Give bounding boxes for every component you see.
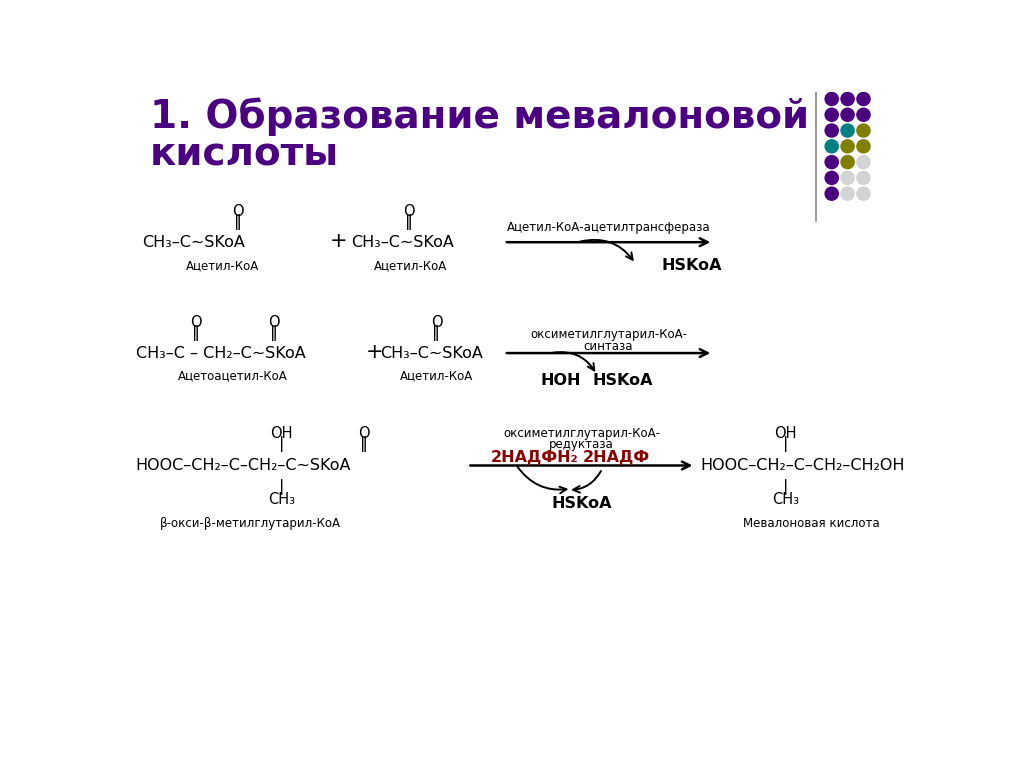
Circle shape <box>841 93 854 106</box>
Circle shape <box>857 93 870 106</box>
Circle shape <box>857 171 870 184</box>
Text: |: | <box>279 479 284 495</box>
Text: OH: OH <box>774 426 797 441</box>
Text: Ацетил-КоА-ацетилтрансфераза: Ацетил-КоА-ацетилтрансфераза <box>507 221 711 234</box>
Text: синтаза: синтаза <box>584 340 633 353</box>
Text: оксиметилглутарил-КоА-: оксиметилглутарил-КоА- <box>503 426 659 439</box>
Text: |: | <box>279 436 284 452</box>
Circle shape <box>841 156 854 169</box>
Text: CH₃: CH₃ <box>772 492 799 507</box>
Text: CH₃–C∼SKoA: CH₃–C∼SKoA <box>142 235 245 250</box>
Circle shape <box>825 156 839 169</box>
Circle shape <box>825 140 839 153</box>
Text: +: + <box>366 341 383 361</box>
Text: O: O <box>402 204 415 219</box>
Text: 2НАДФH₂: 2НАДФH₂ <box>492 450 579 466</box>
Text: O: O <box>358 426 371 441</box>
Circle shape <box>857 124 870 137</box>
Circle shape <box>825 108 839 121</box>
Text: 2НАДФ: 2НАДФ <box>583 450 650 466</box>
Circle shape <box>825 171 839 184</box>
Circle shape <box>857 108 870 121</box>
Text: HSKoA: HSKoA <box>551 496 611 512</box>
Text: ‖: ‖ <box>234 214 242 230</box>
Circle shape <box>825 124 839 137</box>
Text: оксиметилглутарил-КоА-: оксиметилглутарил-КоА- <box>530 328 687 341</box>
Circle shape <box>825 93 839 106</box>
Circle shape <box>825 187 839 200</box>
Text: CH₃–C∼SKoA: CH₃–C∼SKoA <box>351 235 454 250</box>
Text: |: | <box>782 479 787 495</box>
Text: HOOC–CH₂–C–CH₂–C∼SKoA: HOOC–CH₂–C–CH₂–C∼SKoA <box>136 458 351 473</box>
Circle shape <box>841 124 854 137</box>
Text: O: O <box>268 314 280 330</box>
Text: Ацетоацетил-КоА: Ацетоацетил-КоА <box>178 370 288 383</box>
Circle shape <box>857 140 870 153</box>
Text: Мевалоновая кислота: Мевалоновая кислота <box>743 517 880 530</box>
Text: Ацетил-КоА: Ацетил-КоА <box>399 370 473 383</box>
Text: ‖: ‖ <box>193 325 201 341</box>
Text: O: O <box>431 314 442 330</box>
Text: CH₃–C – CH₂–C∼SKoA: CH₃–C – CH₂–C∼SKoA <box>136 346 305 360</box>
Circle shape <box>841 187 854 200</box>
Text: β-окси-β-метилглутарил-КоА: β-окси-β-метилглутарил-КоА <box>160 517 341 530</box>
Text: HOOC–CH₂–C–CH₂–CH₂OH: HOOC–CH₂–C–CH₂–CH₂OH <box>700 458 904 473</box>
Text: Ацетил-КоА: Ацетил-КоА <box>374 258 447 272</box>
Text: редуктаза: редуктаза <box>549 438 613 451</box>
Circle shape <box>857 156 870 169</box>
Text: кислоты: кислоты <box>150 136 339 174</box>
Text: Ацетил-КоА: Ацетил-КоА <box>186 258 259 272</box>
Circle shape <box>841 140 854 153</box>
Text: +: + <box>330 231 347 251</box>
Text: ‖: ‖ <box>269 325 278 341</box>
Text: CH₃–C∼SKoA: CH₃–C∼SKoA <box>380 346 482 360</box>
Text: HSKoA: HSKoA <box>662 258 722 273</box>
Text: 1. Образование мевалоновой: 1. Образование мевалоновой <box>150 97 809 136</box>
Text: HSKoA: HSKoA <box>592 374 652 388</box>
Text: O: O <box>190 314 202 330</box>
Circle shape <box>841 171 854 184</box>
Text: CH₃: CH₃ <box>268 492 295 507</box>
Text: OH: OH <box>270 426 293 441</box>
Text: O: O <box>232 204 244 219</box>
Text: ‖: ‖ <box>404 214 413 230</box>
Text: ‖: ‖ <box>360 436 369 452</box>
Text: НОН: НОН <box>541 374 581 388</box>
Text: |: | <box>782 436 787 452</box>
Text: ‖: ‖ <box>432 325 440 341</box>
Circle shape <box>857 187 870 200</box>
Circle shape <box>841 108 854 121</box>
